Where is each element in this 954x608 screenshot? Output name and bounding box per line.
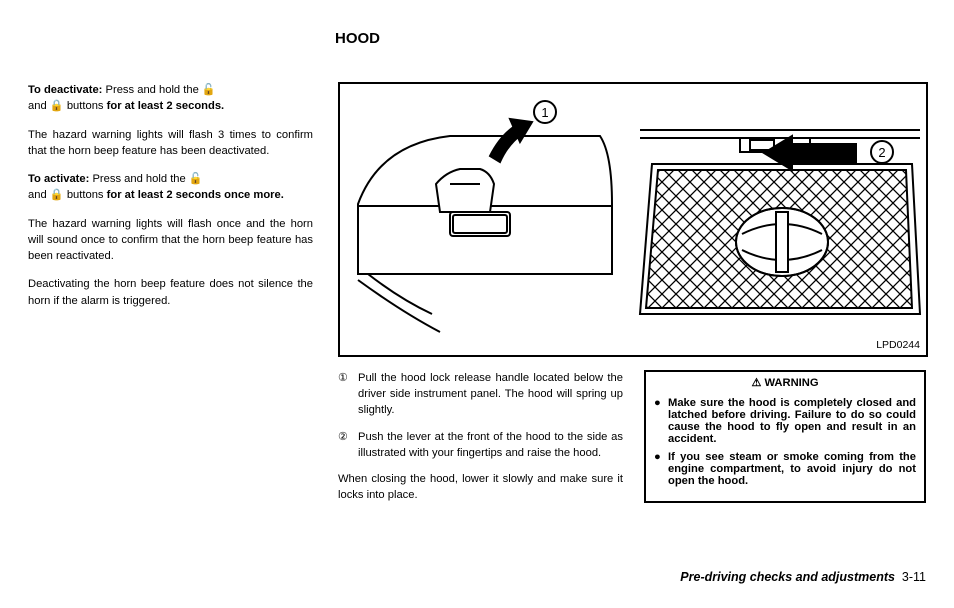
hood-figure-svg: 1	[340, 84, 926, 355]
activate-and: and	[28, 189, 50, 201]
deactivate-confirm: The hazard warning lights will flash 3 t…	[28, 127, 313, 159]
unlock-icon: 🔓	[202, 82, 216, 98]
lock-icon: 🔒	[50, 98, 64, 114]
deactivate-end: buttons	[64, 100, 107, 112]
figure-id: LPD0244	[876, 339, 920, 351]
deactivate-paragraph: To deactivate: Press and hold the 🔓 and …	[28, 82, 313, 115]
step-1-text: Pull the hood lock release handle locate…	[358, 370, 623, 419]
footer-section-label: Pre-driving checks and adjustments	[680, 570, 895, 584]
deactivate-lead: To deactivate:	[28, 84, 102, 96]
section-title: HOOD	[335, 30, 380, 47]
closing-text: When closing the hood, lower it slowly a…	[338, 471, 623, 503]
svg-text:1: 1	[541, 105, 548, 120]
warning-head-text: WARNING	[764, 377, 818, 389]
lock-icon: 🔒	[50, 187, 64, 203]
step-1-num: ①	[338, 370, 358, 419]
activate-rest: Press and hold the	[89, 173, 189, 185]
warning-item-1-text: Make sure the hood is completely closed …	[668, 397, 916, 445]
activate-bold-end: for at least 2 seconds once more.	[107, 189, 284, 201]
page: HOOD To deactivate: Press and hold the 🔓…	[0, 0, 954, 608]
warning-body: ●Make sure the hood is completely closed…	[646, 393, 924, 501]
footer-page-number: 3-11	[902, 570, 926, 584]
callout-2: 2	[871, 141, 893, 163]
hood-figure: 1	[338, 82, 928, 357]
warning-heading: ⚠WARNING	[646, 372, 924, 393]
deactivate-and: and	[28, 100, 50, 112]
warning-icon: ⚠	[751, 376, 761, 389]
warning-item-2-text: If you see steam or smoke coming from th…	[668, 451, 916, 487]
svg-text:2: 2	[878, 145, 885, 160]
deactivate-rest: Press and hold the	[102, 84, 202, 96]
left-column: To deactivate: Press and hold the 🔓 and …	[28, 82, 313, 321]
deactivate-bold-end: for at least 2 seconds.	[107, 100, 225, 112]
activate-end: buttons	[64, 189, 107, 201]
unlock-icon: 🔓	[189, 171, 203, 187]
note-paragraph: Deactivating the horn beep feature does …	[28, 276, 313, 308]
activate-lead: To activate:	[28, 173, 89, 185]
activate-paragraph: To activate: Press and hold the 🔓 and 🔒 …	[28, 171, 313, 204]
step-2-num: ②	[338, 429, 358, 461]
steps-column: ① Pull the hood lock release handle loca…	[338, 370, 623, 504]
callout-1: 1	[534, 101, 556, 123]
step-2-text: Push the lever at the front of the hood …	[358, 429, 623, 461]
step-1: ① Pull the hood lock release handle loca…	[338, 370, 623, 419]
page-footer: Pre-driving checks and adjustments 3-11	[680, 570, 926, 584]
warning-box: ⚠WARNING ●Make sure the hood is complete…	[644, 370, 926, 503]
activate-confirm: The hazard warning lights will flash onc…	[28, 216, 313, 265]
warning-item-1: ●Make sure the hood is completely closed…	[654, 397, 916, 445]
step-2: ② Push the lever at the front of the hoo…	[338, 429, 623, 461]
warning-item-2: ●If you see steam or smoke coming from t…	[654, 451, 916, 487]
